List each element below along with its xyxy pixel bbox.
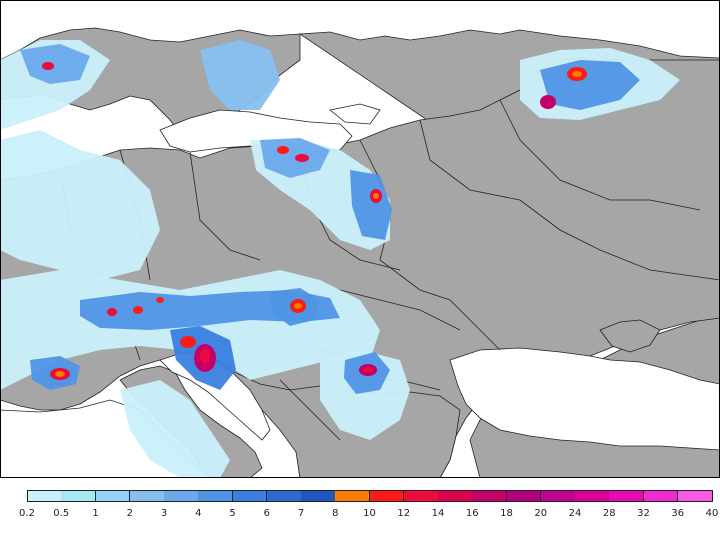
- legend-swatch: [677, 490, 713, 502]
- precip-core-alps3: [156, 297, 164, 303]
- legend-tick-label: 36: [671, 508, 685, 519]
- black-sea: [449, 347, 720, 451]
- precip-core-baltic2: [295, 154, 309, 162]
- legend-tick-label: 20: [534, 508, 548, 519]
- precip-core-adriatic1: [180, 336, 196, 348]
- precip-med-ne: [540, 60, 640, 110]
- precip-core-hungary-inner: [294, 303, 302, 309]
- legend-tick-label: 0.5: [53, 508, 70, 519]
- legend-swatch: [198, 490, 233, 502]
- precip-med-scand: [20, 44, 90, 84]
- legend-swatch: [369, 490, 405, 502]
- precip-core-baltic1: [277, 146, 289, 154]
- legend-tick-label: 0.2: [19, 508, 35, 519]
- legend-tick-label: 6: [263, 508, 270, 519]
- precip-med-poland: [350, 170, 392, 240]
- legend-tick-label: 28: [602, 508, 616, 519]
- precip-core-belarus-inner: [373, 193, 379, 199]
- precip-light-west2: [0, 130, 160, 280]
- precip-core-romania-inner: [364, 367, 372, 373]
- legend-tick-label: 14: [431, 508, 445, 519]
- legend-tick-label: 24: [568, 508, 582, 519]
- gulf-of-finland: [329, 103, 381, 125]
- legend-swatch: [643, 490, 679, 502]
- legend-swatch: [301, 490, 336, 502]
- legend-tick-label: 32: [637, 508, 650, 519]
- map-canvas: [0, 0, 720, 478]
- precip-core-adriatic2-inner: [200, 349, 210, 363]
- legend-tick-label: 12: [397, 508, 411, 519]
- legend-swatch: [540, 490, 576, 502]
- legend-swatch: [266, 490, 302, 502]
- legend-tick-label: 4: [195, 508, 202, 519]
- legend-tick-label: 5: [229, 508, 236, 519]
- land-crimea: [599, 319, 661, 353]
- precip-core-alps1: [107, 308, 117, 316]
- legend-tick-label: 10: [363, 508, 376, 519]
- precip-light-italy: [120, 380, 230, 478]
- legend-swatch: [472, 490, 507, 502]
- legend-swatch: [335, 490, 370, 502]
- precip-core-france-inner: [55, 371, 65, 377]
- precipitation-map: [0, 0, 720, 478]
- legend-swatch: [403, 490, 439, 502]
- legend-tick-label: 2: [126, 508, 133, 519]
- legend-swatch: [506, 490, 542, 502]
- legend-swatch: [129, 490, 165, 502]
- legend-tick-label: 16: [465, 508, 479, 519]
- legend-tick-label: 18: [500, 508, 513, 519]
- precip-med-scand2: [200, 40, 280, 110]
- legend-swatch: [164, 490, 199, 502]
- legend-swatch: [95, 490, 131, 502]
- legend-swatch: [61, 490, 96, 502]
- precip-core-ne1-inner: [572, 71, 582, 77]
- legend-swatch: [575, 490, 610, 502]
- precip-core-alps2: [133, 306, 143, 314]
- legend-swatch: [232, 490, 268, 502]
- legend-tick-label: 1: [92, 508, 99, 519]
- legend-tick-label: 7: [297, 508, 305, 519]
- legend-swatch: [27, 490, 62, 502]
- precip-layer: [0, 40, 680, 478]
- legend-tick-label: 3: [160, 508, 168, 519]
- precip-core-ne2: [540, 95, 556, 109]
- legend-swatch: [609, 490, 644, 502]
- legend-tick-label: 8: [332, 508, 339, 519]
- legend-tick-label: 40: [705, 508, 719, 519]
- legend-swatch: [438, 490, 473, 502]
- precipitation-legend: 0.2 0.5 1 2 3 4 5 6 7 8 10 12 14 16 18 20 24 28 32 36 40: [0, 484, 720, 540]
- precip-core-norway: [42, 62, 54, 70]
